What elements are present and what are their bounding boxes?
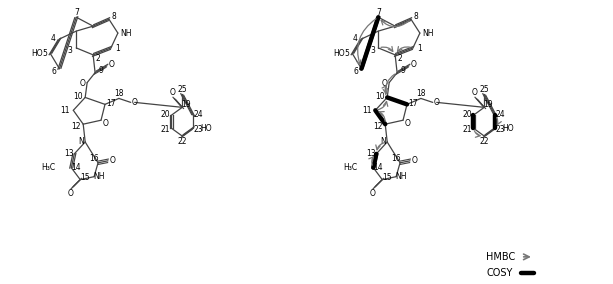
Text: 25: 25	[479, 85, 489, 94]
Text: 3: 3	[68, 46, 73, 55]
Text: O: O	[67, 189, 74, 198]
Text: 24: 24	[495, 110, 505, 119]
Text: O: O	[405, 119, 411, 128]
Text: 5: 5	[42, 49, 47, 59]
Text: 24: 24	[193, 110, 203, 119]
Text: O: O	[109, 60, 115, 69]
Text: 19: 19	[484, 100, 493, 109]
Text: 4: 4	[51, 34, 56, 43]
Text: 10: 10	[375, 92, 385, 101]
Text: O: O	[79, 79, 85, 88]
Text: HO: HO	[31, 49, 43, 59]
Text: 10: 10	[74, 92, 83, 101]
Text: 9: 9	[401, 66, 405, 75]
Text: 20: 20	[463, 110, 472, 119]
Text: 8: 8	[414, 12, 418, 21]
Text: COSY: COSY	[486, 268, 512, 278]
Text: O: O	[411, 60, 417, 69]
Text: 22: 22	[479, 137, 489, 145]
Text: 9: 9	[99, 66, 104, 75]
Text: 21: 21	[463, 125, 472, 134]
Text: O: O	[169, 88, 175, 97]
Text: 12: 12	[373, 122, 383, 131]
Text: 13: 13	[64, 149, 74, 158]
Text: N: N	[78, 137, 84, 147]
Text: 3: 3	[370, 46, 375, 55]
Text: 12: 12	[72, 122, 81, 131]
Text: 14: 14	[373, 163, 383, 172]
Text: HO: HO	[502, 124, 514, 133]
Text: 5: 5	[344, 49, 349, 59]
Text: 23: 23	[495, 125, 505, 134]
Text: 11: 11	[363, 106, 372, 115]
Text: 23: 23	[193, 125, 203, 134]
Text: 16: 16	[89, 154, 99, 163]
Text: 18: 18	[114, 89, 124, 98]
Text: 8: 8	[112, 12, 116, 21]
Text: 20: 20	[161, 110, 170, 119]
Text: 15: 15	[383, 173, 392, 182]
Text: 16: 16	[391, 154, 401, 163]
Text: 6: 6	[51, 67, 56, 76]
Text: H₃C: H₃C	[41, 163, 56, 172]
Text: 19: 19	[181, 100, 191, 109]
Text: O: O	[434, 98, 440, 107]
Text: 6: 6	[353, 67, 358, 76]
Text: O: O	[103, 119, 109, 128]
Text: 21: 21	[161, 125, 170, 134]
Text: O: O	[110, 156, 116, 165]
Text: H₃C: H₃C	[343, 163, 357, 172]
Text: O: O	[381, 79, 387, 88]
Text: O: O	[132, 98, 138, 107]
Text: 18: 18	[416, 89, 425, 98]
Text: 7: 7	[376, 8, 381, 17]
Text: N: N	[381, 137, 386, 147]
Text: 13: 13	[367, 149, 376, 158]
Text: 2: 2	[398, 54, 403, 63]
Text: 1: 1	[115, 44, 120, 53]
Text: 2: 2	[96, 54, 101, 63]
Text: 17: 17	[408, 99, 418, 108]
Text: 11: 11	[61, 106, 70, 115]
Text: 22: 22	[178, 137, 187, 145]
Text: 17: 17	[106, 99, 116, 108]
Text: 7: 7	[74, 8, 78, 17]
Text: NH: NH	[395, 172, 407, 181]
Text: 14: 14	[72, 163, 81, 172]
Text: 4: 4	[353, 34, 358, 43]
Text: 1: 1	[417, 44, 422, 53]
Text: HMBC: HMBC	[486, 252, 516, 262]
Text: NH: NH	[120, 29, 132, 37]
Text: O: O	[471, 88, 478, 97]
Text: HO: HO	[333, 49, 345, 59]
Text: HO: HO	[200, 124, 212, 133]
Text: 15: 15	[80, 173, 90, 182]
Text: NH: NH	[93, 172, 105, 181]
Text: O: O	[370, 189, 375, 198]
Text: 25: 25	[177, 85, 187, 94]
Text: O: O	[412, 156, 418, 165]
Text: NH: NH	[422, 29, 433, 37]
